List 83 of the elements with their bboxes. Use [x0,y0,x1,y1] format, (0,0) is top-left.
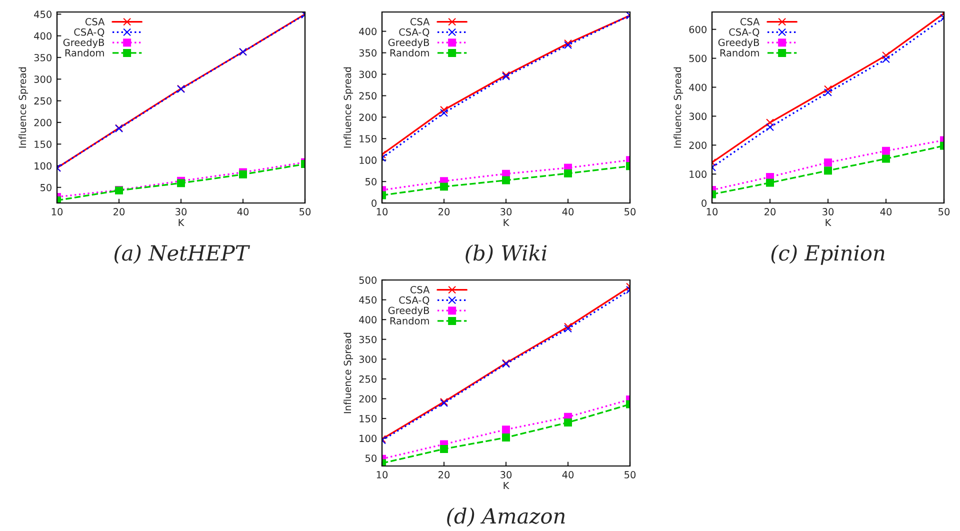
y-tick-label: 350 [34,54,52,62]
x-tick-label: 50 [300,208,311,216]
legend-label: Random [390,48,429,57]
text: (c) Epinion [771,244,884,265]
y-tick-label: 300 [689,112,706,120]
y-tick-label: 450 [34,10,52,18]
y-tick-label: 400 [359,28,376,36]
x-tick-label: 30 [822,208,834,216]
legend-label: CSA [740,18,760,26]
y-tick-label: 200 [34,118,52,126]
y-tick-label: 50 [40,184,52,192]
y-tick-label: 400 [34,32,52,40]
x-axis-title: K [178,218,184,226]
y-tick-label: 500 [359,276,376,284]
y-tick-label: 100 [690,170,706,178]
y-tick-label: 300 [359,70,376,78]
x-tick-label: 40 [237,208,249,216]
legend-label: Random [390,316,429,325]
legend-label: GreedyB [388,38,430,48]
x-tick-label: 50 [624,208,636,216]
y-tick-label: 250 [34,97,52,105]
y-tick-label: 150 [360,135,376,142]
y-axis-title: Influence Spread [344,332,354,414]
y-tick-label: 200 [359,114,376,121]
y-tick-label: 350 [359,49,376,57]
text: (d) Amazon [447,508,565,527]
x-tick-label: 20 [438,208,450,216]
y-tick-label: 100 [360,156,376,164]
y-tick-label: 400 [359,316,376,324]
x-tick-label: 40 [562,471,574,478]
x-tick-label: 20 [438,471,450,478]
y-tick-label: 100 [34,162,52,170]
y-tick-label: 200 [359,395,376,403]
legend-label: CSA-Q [729,28,760,37]
x-tick-label: 30 [500,471,512,478]
y-axis-title: Influence Spread [674,67,684,148]
text: (a) NetHEPT [114,244,250,264]
legend-label: CSA-Q [399,28,430,37]
y-tick-label: 250 [359,92,376,100]
x-axis-title: K [504,218,510,226]
x-tick-label: 50 [938,208,950,216]
y-tick-label: 250 [359,375,376,383]
y-tick-label: 200 [689,142,706,149]
y-tick-label: 0 [702,199,706,207]
text: (b) Wiki [466,244,547,264]
x-tick-label: 10 [376,208,388,216]
x-tick-label: 40 [562,208,574,216]
x-tick-label: 30 [500,208,512,216]
y-tick-label: 150 [360,414,376,422]
y-tick-label: 600 [689,26,706,34]
legend-label: GreedyB [388,306,430,316]
x-tick-label: 40 [880,208,892,216]
x-tick-label: 30 [176,208,187,216]
y-tick-label: 100 [360,434,376,442]
legend-label: CSA [85,18,105,26]
x-axis-title: K [504,482,510,490]
y-tick-label: 300 [34,76,52,83]
y-tick-label: 50 [366,454,376,462]
x-tick-label: 10 [376,471,388,478]
y-axis-title: Influence Spread [18,67,28,148]
y-tick-label: 500 [689,54,706,62]
legend-label: CSA-Q [399,296,430,305]
x-tick-label: 50 [624,471,636,478]
x-tick-label: 10 [706,208,718,216]
y-tick-label: 350 [359,336,376,344]
legend-label: Random [720,48,759,57]
y-tick-label: 400 [689,84,706,92]
x-axis-title: K [826,218,832,226]
legend-label: GreedyB [718,38,760,48]
y-tick-label: 0 [372,199,376,207]
legend-label: CSA-Q [74,28,104,37]
x-tick-label: 10 [52,208,63,216]
y-axis-title: Influence Spread [344,67,354,148]
legend-label: CSA [410,18,430,26]
x-tick-label: 20 [764,208,776,216]
legend-label: GreedyB [63,38,104,48]
legend-label: Random [65,48,104,57]
y-tick-label: 150 [34,140,52,148]
y-tick-label: 50 [366,178,376,186]
legend-label: CSA [410,286,430,294]
x-tick-label: 20 [114,208,125,216]
y-tick-label: 300 [359,356,376,363]
y-tick-label: 450 [359,296,376,304]
